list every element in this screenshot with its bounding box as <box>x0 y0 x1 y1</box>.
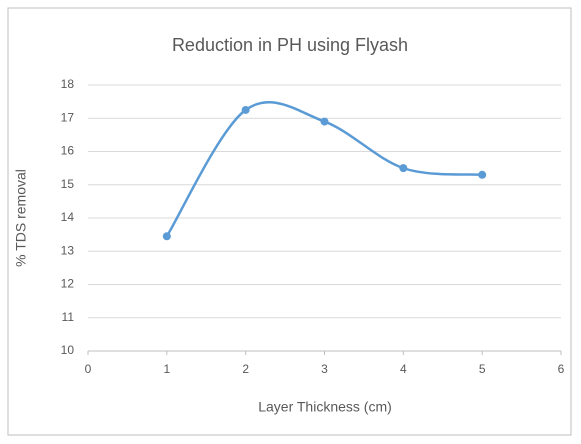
y-tick-label: 11 <box>62 310 75 324</box>
data-point <box>399 164 408 173</box>
y-tick-label: 15 <box>61 177 75 191</box>
y-tick-label: 12 <box>61 277 75 291</box>
x-tick-label: 2 <box>242 362 249 376</box>
chart-title: Reduction in PH using Flyash <box>172 35 408 55</box>
x-tick-label: 5 <box>479 362 486 376</box>
x-tick-label: 1 <box>163 362 170 376</box>
series-line <box>165 100 483 237</box>
y-tick-label: 10 <box>61 343 75 357</box>
x-tick-label: 4 <box>400 362 407 376</box>
x-tick-label: 0 <box>85 362 92 376</box>
data-point <box>320 117 329 126</box>
y-tick-label: 18 <box>61 77 75 91</box>
y-tick-label: 14 <box>61 210 75 224</box>
data-point <box>162 232 171 241</box>
y-tick-label: 17 <box>61 110 75 124</box>
x-tick-label: 6 <box>558 362 565 376</box>
y-tick-label: 13 <box>61 243 75 257</box>
x-tick-label: 3 <box>321 362 328 376</box>
y-tick-label: 16 <box>61 144 75 158</box>
x-axis-label: Layer Thickness (cm) <box>258 399 392 415</box>
data-point <box>241 105 250 114</box>
chart-border <box>7 7 572 436</box>
y-axis-label: % TDS removal <box>13 169 29 267</box>
data-point <box>478 170 487 179</box>
